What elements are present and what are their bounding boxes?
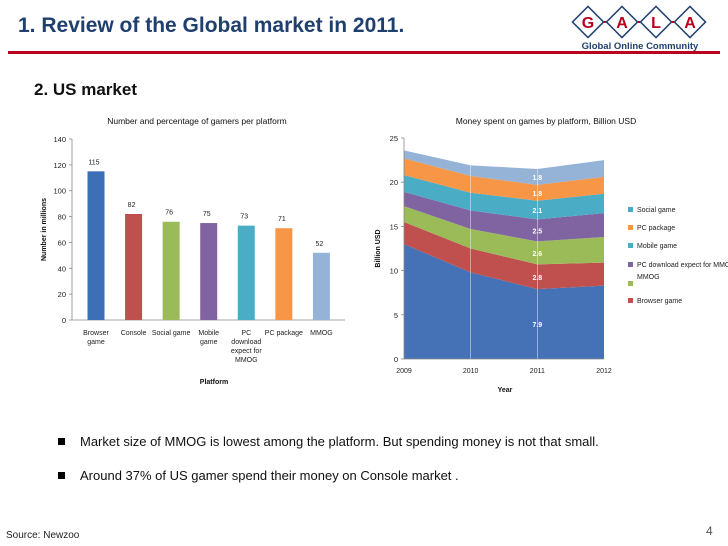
logo-diamond	[571, 5, 605, 39]
bar	[87, 171, 105, 320]
legend-swatch	[628, 298, 633, 303]
area-y-tick-label: 15	[390, 222, 398, 231]
bar-category-label: Social game	[152, 330, 191, 337]
legend-swatch	[628, 281, 633, 286]
bullet-text: Market size of MMOG is lowest among the …	[80, 434, 599, 449]
logo-diamond	[605, 5, 639, 39]
bar-data-label: 75	[203, 211, 211, 218]
legend-label: PC package	[637, 225, 675, 232]
bar-data-label: 115	[88, 159, 99, 166]
area-chart-title: Money spent on games by platform, Billio…	[456, 116, 636, 126]
area-y-tick-label: 25	[390, 134, 398, 143]
bar-y-tick-label: 80	[58, 213, 66, 222]
area-y-axis-label: Billion USD	[375, 229, 382, 267]
area-y-tick-label: 0	[394, 355, 398, 364]
bar-y-axis-label: Number in millions	[41, 198, 48, 261]
area-x-tick-label: 2010	[463, 368, 479, 375]
area-series	[404, 158, 604, 201]
bar	[125, 213, 143, 320]
area-x-axis-label: Year	[498, 387, 513, 394]
bar-x-axis-label: Platform	[200, 379, 228, 386]
title-rule	[8, 51, 720, 54]
bullet-square-icon	[58, 472, 65, 479]
legend-label: MMOG	[637, 274, 660, 281]
legend-label: Social game	[637, 207, 676, 214]
logo-diamond	[673, 5, 707, 39]
bar-category-label: Mobile game	[198, 330, 219, 346]
legend-swatch	[628, 225, 633, 230]
logo-letter: G	[582, 15, 594, 32]
source-note: Source: Newzoo	[6, 530, 80, 541]
bullet-item: Around 37% of US gamer spend their money…	[58, 468, 599, 502]
bullet-square-icon	[58, 438, 65, 445]
area-series	[404, 150, 604, 185]
bullet-list: Market size of MMOG is lowest among the …	[58, 434, 599, 502]
area-x-tick-label: 2009	[396, 368, 412, 375]
section-title: 2. US market	[34, 80, 137, 99]
legend-label: PC download expect for MMOG	[637, 262, 728, 269]
bar	[312, 252, 330, 320]
bar-data-label: 71	[278, 216, 286, 223]
legend-swatch	[628, 207, 633, 212]
bar-y-tick-label: 60	[58, 238, 66, 247]
legend-label: Mobile game	[637, 243, 677, 250]
gala-logo: G A L A Global Online Community	[571, 5, 707, 52]
logo-diamond	[639, 5, 673, 39]
area-y-tick-label: 5	[394, 311, 398, 320]
area-x-tick-label: 2011	[530, 368, 545, 375]
logo-letter: A	[616, 15, 628, 32]
logo-letter: A	[684, 15, 696, 32]
area-series	[404, 244, 604, 359]
area-y-tick-label: 20	[390, 178, 398, 187]
bar	[237, 225, 255, 320]
area-series	[404, 191, 604, 242]
bar	[200, 223, 218, 320]
bar-category-label: PC package	[265, 330, 303, 337]
bar-y-tick-label: 120	[53, 161, 66, 170]
bar-category-label: Browser game	[83, 330, 109, 346]
bar-category-label: MMOG	[310, 330, 333, 337]
legend-swatch	[628, 262, 633, 267]
bar-data-label: 52	[316, 241, 324, 248]
bar-data-label: 73	[240, 214, 248, 221]
bar-y-tick-label: 140	[53, 135, 66, 144]
bar-category-label: PC download expect for MMOG	[231, 330, 262, 364]
legend-label: Browser game	[637, 298, 682, 305]
bar-y-tick-label: 20	[58, 290, 66, 299]
bar-y-tick-label: 0	[62, 316, 66, 325]
bar-data-label: 76	[165, 210, 173, 217]
page-title: 1. Review of the Global market in 2011.	[18, 14, 405, 37]
bullet-item: Market size of MMOG is lowest among the …	[58, 434, 599, 468]
area-series	[404, 175, 604, 220]
bullet-text: Around 37% of US gamer spend their money…	[80, 468, 459, 483]
bar-category-label: Console	[121, 330, 147, 337]
logo-tagline: Global Online Community	[582, 41, 699, 52]
page-number: 4	[706, 524, 713, 538]
legend-swatch	[628, 243, 633, 248]
area-series	[404, 221, 604, 290]
bar-y-tick-label: 40	[58, 264, 66, 273]
bar	[275, 228, 293, 320]
logo-letter: L	[651, 15, 661, 32]
area-y-tick-label: 10	[390, 267, 398, 276]
bar	[162, 221, 180, 320]
bar-data-label: 82	[128, 202, 136, 209]
area-x-tick-label: 2012	[596, 368, 612, 375]
bar-y-tick-label: 100	[53, 187, 66, 196]
area-series	[404, 206, 604, 265]
bar-chart-title: Number and percentage of gamers per plat…	[107, 116, 287, 126]
